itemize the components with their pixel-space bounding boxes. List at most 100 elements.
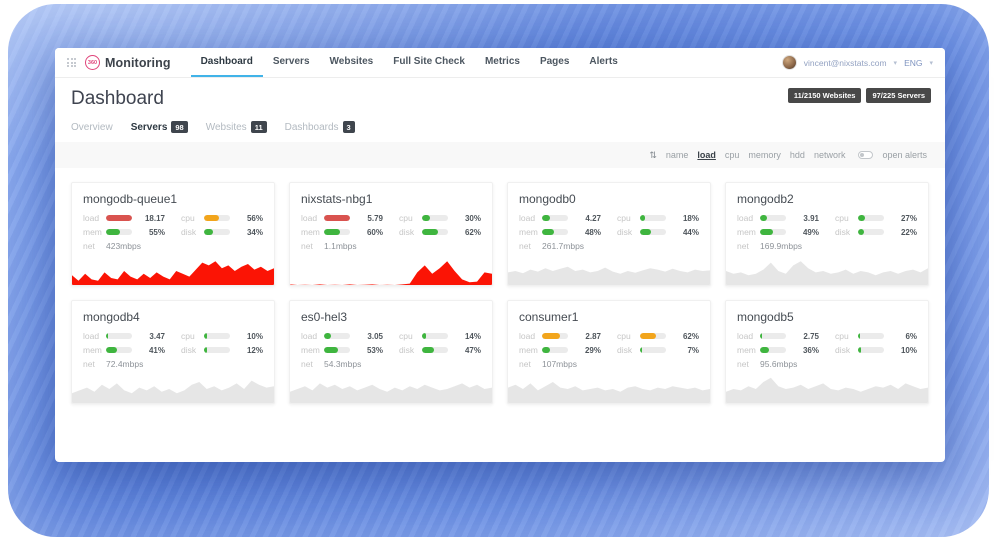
cpu-value: 14%: [464, 331, 481, 341]
server-name: mongodb5: [737, 310, 794, 324]
metrics-left-column: load 5.79 mem 60% net 1.1mbps: [301, 213, 383, 256]
server-card[interactable]: mongodb0 load 4.27 mem 48% net 261.7mbps cpu 18%…: [507, 182, 711, 286]
net-value: 95.6mbps: [760, 359, 798, 369]
nav-tab-pages[interactable]: Pages: [539, 56, 570, 67]
mem-bar: [106, 229, 121, 235]
server-name: nixstats-nbg1: [301, 192, 373, 206]
cpu-bar: [858, 215, 866, 221]
nav-tab-websites[interactable]: Websites: [329, 56, 374, 67]
load-value: 3.91: [803, 213, 819, 223]
server-name: mongodb4: [83, 310, 140, 324]
disk-bar-track: [422, 347, 448, 353]
metric-row-cpu: cpu 56%: [181, 213, 263, 223]
top-navigation-bar: 360 Monitoring Dashboard Servers Websites F…: [55, 48, 945, 78]
metric-label-load: load: [83, 331, 100, 341]
metric-row-load: load 4.27: [519, 213, 601, 223]
mem-bar: [106, 347, 117, 353]
nav-tab-alerts[interactable]: Alerts: [589, 56, 618, 67]
metric-label-net: net: [301, 359, 313, 369]
load-bar-track: [760, 333, 786, 339]
server-card[interactable]: mongodb2 load 3.91 mem 49% net 169.9mbps cpu 27%…: [725, 182, 929, 286]
subnav-item-dashboards[interactable]: Dashboards 3: [285, 121, 355, 133]
metric-label-disk: disk: [399, 345, 415, 355]
apps-grid-icon[interactable]: [67, 58, 76, 67]
metrics-columns: load 3.47 mem 41% net 72.4mbps cpu 10% disk 12%: [83, 331, 263, 374]
disk-bar: [858, 229, 864, 235]
subnav-label: Dashboards: [284, 121, 339, 133]
network-sparkline: [72, 261, 274, 285]
server-card[interactable]: mongodb-queue1 load 18.17 mem 55% net 423mbps c…: [71, 182, 275, 286]
metric-label-net: net: [737, 359, 749, 369]
network-sparkline: [508, 382, 710, 403]
subnav-count-badge: 3: [342, 121, 355, 133]
net-value: 423mbps: [106, 241, 141, 251]
usage-badges: 11/2150 Websites 97/225 Servers: [787, 88, 931, 103]
server-card[interactable]: es0-hel3 load 3.05 mem 53% net 54.3mbps cpu 14% d…: [289, 300, 493, 404]
mem-bar: [760, 229, 773, 235]
metric-row-net: net 423mbps: [83, 241, 165, 251]
load-bar-track: [542, 333, 568, 339]
disk-bar-track: [204, 229, 230, 235]
sort-option-network[interactable]: network: [813, 150, 846, 160]
mem-bar-track: [324, 229, 350, 235]
metric-label-mem: mem: [737, 227, 756, 237]
subnav-item-websites[interactable]: Websites 11: [206, 121, 267, 133]
user-avatar[interactable]: [781, 55, 797, 70]
nav-tab-dashboard[interactable]: Dashboard: [190, 48, 263, 77]
mem-bar: [542, 347, 550, 353]
brand-name: Monitoring: [105, 55, 171, 70]
server-card[interactable]: consumer1 load 2.87 mem 29% net 107mbps cpu 62% d…: [507, 300, 711, 404]
sort-option-hdd[interactable]: hdd: [789, 150, 805, 160]
metric-row-net: net 261.7mbps: [519, 241, 601, 251]
sort-option-load[interactable]: load: [697, 150, 716, 160]
chevron-down-icon: ▾: [929, 59, 933, 67]
metrics-right-column: cpu 27% disk 22%: [835, 213, 917, 256]
cpu-bar: [858, 333, 860, 339]
metric-row-cpu: cpu 62%: [617, 331, 699, 341]
metrics-left-column: load 4.27 mem 48% net 261.7mbps: [519, 213, 601, 256]
mem-value: 48%: [584, 227, 601, 237]
metric-row-mem: mem 48%: [519, 227, 601, 237]
sort-option-cpu[interactable]: cpu: [724, 150, 740, 160]
nav-tab-metrics[interactable]: Metrics: [484, 56, 520, 67]
metrics-right-column: cpu 62% disk 7%: [617, 331, 699, 374]
metric-label-load: load: [83, 213, 100, 223]
language-menu[interactable]: ENG: [904, 57, 923, 68]
sort-options: name load cpu memory hdd network: [666, 150, 846, 160]
subnav-item-servers[interactable]: Servers 98: [131, 121, 188, 133]
mem-value: 53%: [366, 345, 383, 355]
disk-bar: [422, 347, 435, 353]
server-card[interactable]: mongodb4 load 3.47 mem 41% net 72.4mbps cpu 10% d…: [71, 300, 275, 404]
server-card[interactable]: nixstats-nbg1 load 5.79 mem 60% net 1.1mbps cpu…: [289, 182, 493, 286]
net-value: 1.1mbps: [324, 241, 357, 251]
cpu-bar: [640, 333, 657, 339]
metric-row-disk: disk 10%: [835, 345, 917, 355]
open-alerts-toggle[interactable]: [858, 151, 874, 159]
sort-filter-bar: ⇅ name load cpu memory hdd network open alert…: [55, 142, 945, 168]
server-cards-grid: mongodb-queue1 load 18.17 mem 55% net 423mbps c…: [55, 168, 945, 418]
server-name: mongodb-queue1: [83, 192, 178, 206]
user-email-menu[interactable]: vincent@nixstats.com: [803, 57, 887, 68]
mem-bar: [324, 229, 340, 235]
load-value: 4.27: [585, 213, 601, 223]
usage-badge: 97/225 Servers: [866, 88, 931, 103]
sort-option-memory[interactable]: memory: [748, 150, 781, 160]
load-bar-track: [324, 215, 350, 221]
metric-label-mem: mem: [737, 345, 756, 355]
cpu-value: 56%: [246, 213, 263, 223]
nav-tab-servers[interactable]: Servers: [272, 56, 310, 67]
brand-logo[interactable]: 360 Monitoring: [85, 48, 171, 77]
subnav-count-badge: 98: [171, 121, 188, 133]
cpu-bar: [422, 333, 426, 339]
disk-value: 22%: [900, 227, 917, 237]
net-value: 169.9mbps: [760, 241, 803, 251]
load-value: 2.75: [803, 331, 819, 341]
sort-option-name[interactable]: name: [665, 150, 689, 160]
server-card[interactable]: mongodb5 load 2.75 mem 36% net 95.6mbps cpu 6% di…: [725, 300, 929, 404]
subnav-item-overview[interactable]: Overview: [71, 122, 113, 133]
metric-row-net: net 72.4mbps: [83, 359, 165, 369]
nav-tab-full-site-check[interactable]: Full Site Check: [393, 56, 465, 67]
metric-label-cpu: cpu: [617, 213, 631, 223]
metric-row-mem: mem 41%: [83, 345, 165, 355]
cpu-bar: [204, 333, 207, 339]
